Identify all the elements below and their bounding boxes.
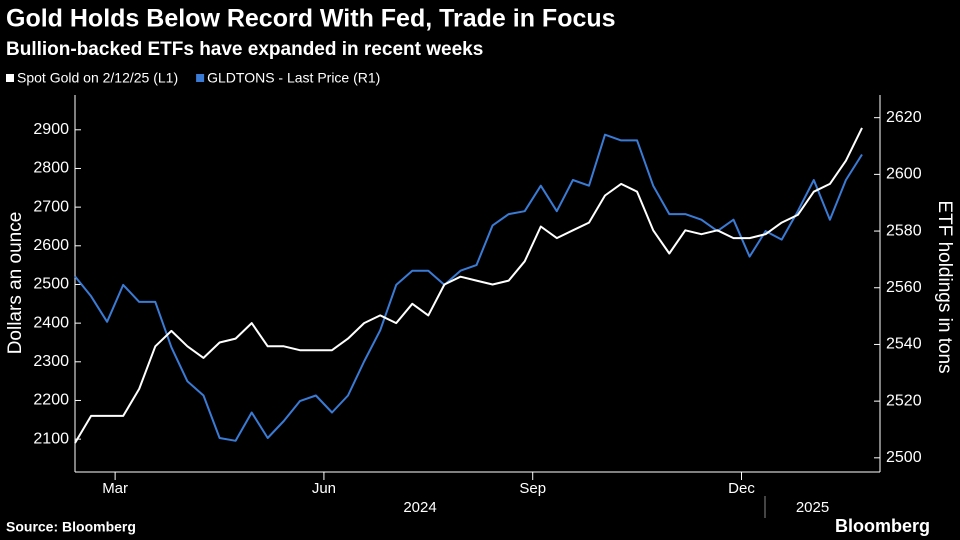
y-tick-label: 2600 (33, 237, 69, 254)
brand: Bloomberg (835, 516, 930, 536)
source: Source: Bloomberg (6, 519, 136, 535)
y-tick-label: 2100 (33, 430, 69, 447)
legend-swatch (196, 74, 205, 82)
y2-tick-label: 2540 (886, 336, 922, 353)
y2-axis-label: ETF holdings in tons (934, 200, 955, 373)
year-label: 2024 (403, 499, 436, 516)
y2-tick-label: 2560 (886, 279, 922, 296)
y-tick-label: 2800 (33, 160, 69, 177)
y-tick-label: 2200 (33, 392, 69, 409)
y-tick-label: 2300 (33, 353, 69, 370)
series-line (74, 133, 863, 442)
x-tick-label: Dec (728, 480, 755, 497)
y-tick-label: 2700 (33, 198, 69, 215)
x-tick-label: Jun (312, 480, 336, 497)
y2-tick-label: 2500 (886, 449, 922, 466)
chart-title: Gold Holds Below Record With Fed, Trade … (6, 5, 616, 33)
year-label: 2025 (796, 499, 829, 516)
y-tick-label: 2500 (33, 276, 69, 293)
chart-subtitle: Bullion-backed ETFs have expanded in rec… (6, 39, 483, 60)
y2-tick-label: 2620 (886, 109, 922, 126)
legend-label: GLDTONS - Last Price (R1) (207, 70, 380, 86)
series-line (74, 127, 863, 444)
x-tick-label: Sep (519, 480, 546, 497)
y2-tick-label: 2520 (886, 392, 922, 409)
x-tick-label: Mar (102, 480, 128, 497)
legend-label: Spot Gold on 2/12/25 (L1) (17, 70, 178, 86)
legend-swatch (6, 74, 14, 82)
y-tick-label: 2900 (33, 121, 69, 138)
y2-tick-label: 2580 (886, 222, 922, 239)
y-tick-label: 2400 (33, 314, 69, 331)
y-axis-label: Dollars an ounce (5, 212, 26, 355)
y2-tick-label: 2600 (886, 166, 922, 183)
